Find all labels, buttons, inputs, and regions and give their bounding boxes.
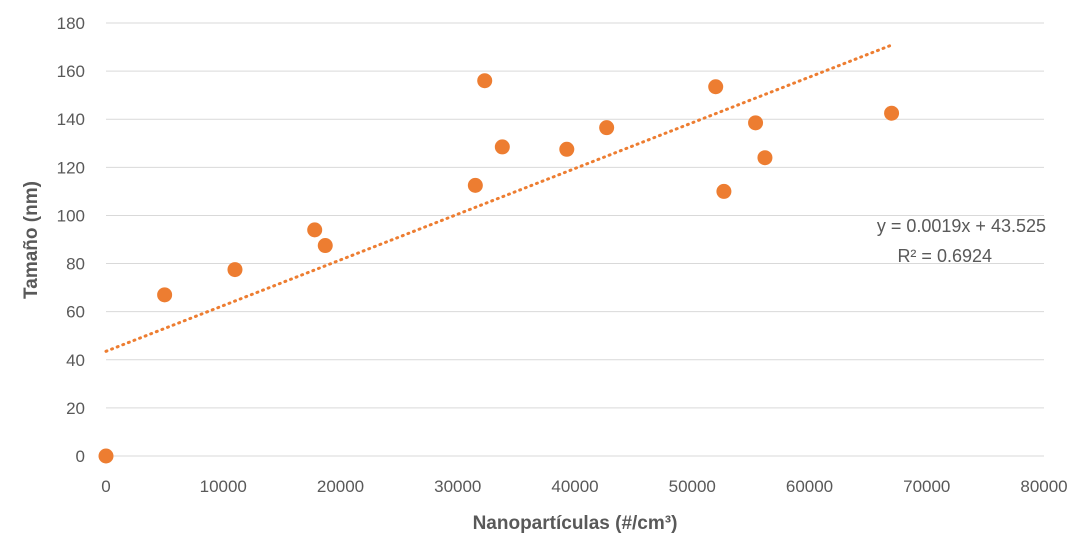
y-tick-labels: 0 20 40 60 80 100 120 140 160 180 [57,14,85,466]
x-axis-title: Nanopartículas (#/cm³) [473,513,678,534]
y-tick-140: 140 [57,110,85,129]
data-point-5 [317,238,333,254]
y-tick-180: 180 [57,14,85,33]
data-point-11 [708,79,724,95]
x-tick-70000: 70000 [903,477,950,496]
x-tick-60000: 60000 [786,477,833,496]
x-tick-40000: 40000 [551,477,598,496]
data-point-12 [716,183,732,199]
y-axis-title: Tamaño (nm) [21,181,42,299]
y-tick-100: 100 [57,206,85,225]
y-tick-0: 0 [76,447,85,466]
data-point-1 [98,448,114,464]
data-point-3 [227,262,243,278]
data-point-15 [884,105,900,121]
data-point-13 [748,115,764,131]
y-tick-60: 60 [66,303,85,322]
data-point-2 [157,287,173,303]
data-points [98,73,900,464]
y-tick-20: 20 [66,399,85,418]
data-point-14 [757,150,773,166]
y-tick-80: 80 [66,255,85,274]
data-point-6 [467,177,483,193]
trendline [104,43,894,353]
data-point-8 [494,139,510,155]
x-tick-80000: 80000 [1020,477,1067,496]
data-point-9 [559,141,575,157]
y-tick-40: 40 [66,351,85,370]
x-tick-50000: 50000 [669,477,716,496]
gridlines [106,22,1044,457]
x-tick-labels: 0 10000 20000 30000 40000 50000 60000 70000 8000… [101,477,1067,496]
x-tick-10000: 10000 [200,477,247,496]
data-point-10 [599,120,615,136]
y-tick-120: 120 [57,158,85,177]
data-point-4 [307,222,323,238]
data-point-7 [477,73,493,89]
x-tick-20000: 20000 [317,477,364,496]
trendline-equation: y = 0.0019x + 43.525 [877,216,1046,236]
x-tick-0: 0 [101,477,110,496]
trendline-r-squared: R² = 0.6924 [897,246,992,266]
y-tick-160: 160 [57,62,85,81]
x-tick-30000: 30000 [434,477,481,496]
